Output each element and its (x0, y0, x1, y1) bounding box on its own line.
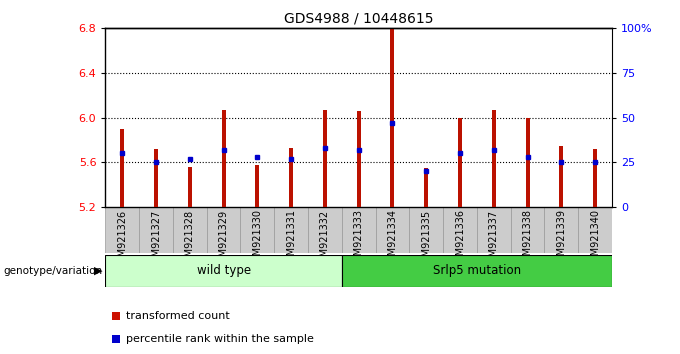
Bar (593, 149, 597, 207)
Title: GDS4988 / 10448615: GDS4988 / 10448615 (284, 12, 433, 26)
Bar (154, 149, 158, 207)
Text: GSM921339: GSM921339 (556, 210, 566, 268)
Bar (526, 118, 530, 207)
Bar (342, 255, 612, 287)
Text: GSM921332: GSM921332 (320, 210, 330, 269)
Bar (477, 207, 511, 253)
Text: GSM921338: GSM921338 (522, 210, 532, 268)
Bar (105, 255, 342, 287)
Text: percentile rank within the sample: percentile rank within the sample (126, 334, 313, 344)
Bar (357, 111, 360, 207)
Bar (375, 207, 409, 253)
Text: GSM921333: GSM921333 (354, 210, 364, 268)
Bar (222, 110, 226, 207)
Text: Srlp5 mutation: Srlp5 mutation (433, 264, 521, 277)
Bar (308, 207, 342, 253)
Bar (289, 148, 293, 207)
Bar (188, 167, 192, 207)
Text: GSM921328: GSM921328 (185, 210, 195, 269)
Text: GSM921337: GSM921337 (489, 210, 499, 269)
Bar (173, 207, 207, 253)
Bar (207, 207, 241, 253)
Text: wild type: wild type (197, 264, 251, 277)
Text: GSM921330: GSM921330 (252, 210, 262, 268)
Text: GSM921329: GSM921329 (218, 210, 228, 269)
Bar (578, 207, 612, 253)
Text: GSM921326: GSM921326 (117, 210, 127, 269)
Bar (458, 118, 462, 207)
Bar (120, 129, 124, 207)
Bar (443, 207, 477, 253)
Text: GSM921331: GSM921331 (286, 210, 296, 268)
Text: GSM921336: GSM921336 (455, 210, 465, 268)
Bar (492, 110, 496, 207)
Bar (105, 207, 139, 253)
Text: transformed count: transformed count (126, 311, 230, 321)
Text: GSM921335: GSM921335 (421, 210, 431, 269)
Bar (323, 110, 327, 207)
Bar (511, 207, 545, 253)
Bar (241, 207, 274, 253)
Bar (274, 207, 308, 253)
Bar (560, 145, 563, 207)
Bar (256, 165, 259, 207)
Bar (342, 207, 375, 253)
Bar (139, 207, 173, 253)
Text: ▶: ▶ (94, 266, 102, 276)
Text: GSM921327: GSM921327 (151, 210, 161, 269)
Text: genotype/variation: genotype/variation (3, 266, 103, 276)
Bar (409, 207, 443, 253)
Bar (545, 207, 578, 253)
Bar (424, 168, 428, 207)
Text: GSM921334: GSM921334 (388, 210, 398, 268)
Text: GSM921340: GSM921340 (590, 210, 600, 268)
Bar (390, 28, 394, 207)
